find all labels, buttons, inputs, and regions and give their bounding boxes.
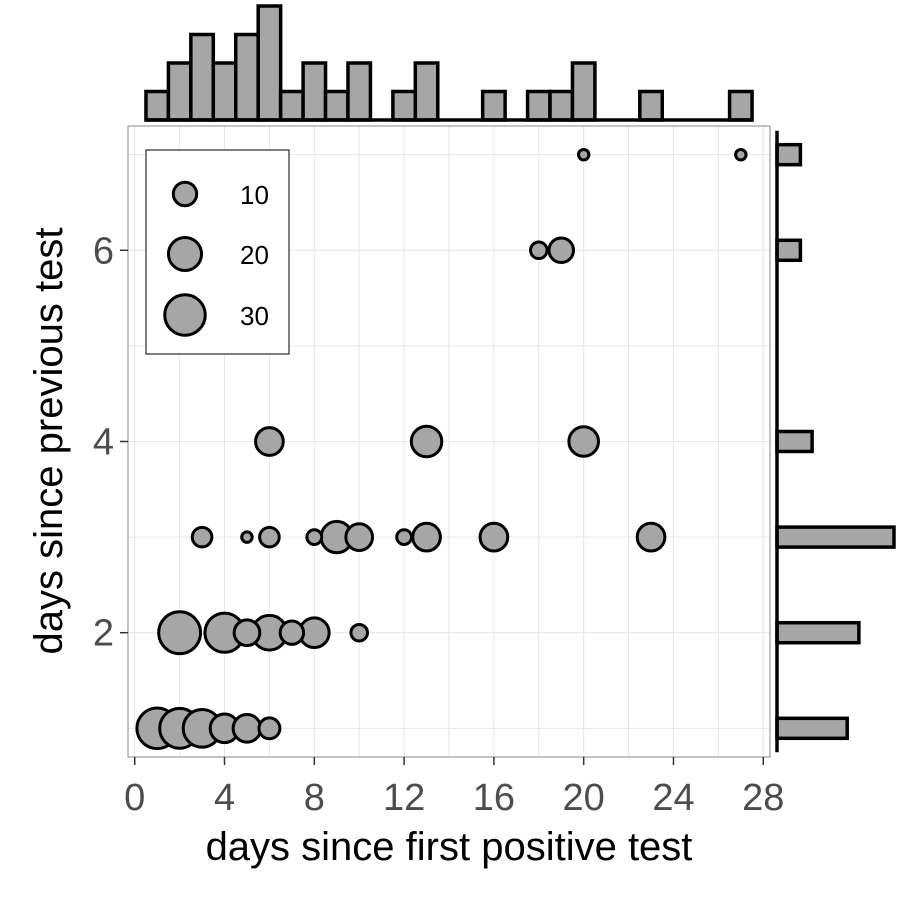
right-histogram-bar bbox=[775, 525, 896, 549]
bubble-point bbox=[157, 610, 203, 656]
right-histogram-bar bbox=[775, 429, 814, 454]
bubble-point bbox=[734, 147, 748, 162]
y-tick-label: 6 bbox=[93, 230, 114, 272]
bubble-point bbox=[305, 528, 324, 547]
x-tick-label: 28 bbox=[742, 777, 784, 819]
top-histogram-bar bbox=[548, 89, 575, 122]
top-histogram-bar bbox=[189, 32, 216, 122]
legend-key-bubble bbox=[163, 293, 207, 337]
top-histogram-bar bbox=[144, 89, 171, 122]
top-histogram-bar bbox=[211, 61, 238, 122]
bubble-point bbox=[190, 525, 214, 549]
bubble-point bbox=[411, 521, 442, 553]
grid-lines bbox=[128, 126, 770, 757]
bubble-point bbox=[547, 236, 576, 265]
y-tick-label: 4 bbox=[93, 422, 114, 464]
bubble-point bbox=[567, 425, 600, 458]
right-marginal-histogram bbox=[775, 130, 896, 753]
bubble-point bbox=[478, 521, 510, 553]
x-tick-label: 16 bbox=[473, 777, 515, 819]
x-tick-label: 20 bbox=[563, 777, 605, 819]
top-histogram-bar bbox=[638, 89, 665, 122]
top-histogram-bar bbox=[166, 61, 193, 122]
bubble-point bbox=[258, 525, 281, 549]
bubble-point bbox=[344, 522, 375, 552]
bubble-point bbox=[278, 619, 306, 646]
bubble-point bbox=[395, 528, 414, 547]
y-axis-title: days since previous test bbox=[27, 228, 71, 655]
top-histogram-bar bbox=[346, 61, 373, 122]
top-histogram-bar bbox=[391, 89, 418, 122]
bubble-point bbox=[576, 147, 591, 162]
right-histogram-bar bbox=[775, 716, 849, 741]
right-histogram-bar bbox=[775, 238, 803, 263]
top-histogram-bar bbox=[727, 89, 754, 122]
top-histogram-bar bbox=[256, 4, 283, 122]
bubble-point bbox=[635, 521, 667, 553]
right-histogram-bar bbox=[775, 142, 803, 167]
x-tick-label: 24 bbox=[652, 777, 694, 819]
top-histogram-bar bbox=[413, 61, 440, 122]
bubble-point bbox=[409, 424, 444, 459]
bubble-series bbox=[135, 147, 748, 751]
bubble-point bbox=[240, 530, 254, 544]
top-histogram-bar bbox=[233, 32, 260, 122]
top-histogram-bar bbox=[570, 61, 597, 122]
y-tick-label: 2 bbox=[93, 613, 114, 655]
top-histogram-bar bbox=[301, 61, 328, 122]
x-tick-label: 8 bbox=[304, 777, 325, 819]
x-tick-label: 4 bbox=[214, 777, 235, 819]
x-axis-title: days since first positive test bbox=[206, 825, 693, 869]
bubble-point bbox=[231, 712, 263, 744]
size-legend: 10 20 30 bbox=[145, 149, 290, 355]
bubble-point bbox=[257, 716, 282, 741]
x-tick-label: 12 bbox=[383, 777, 425, 819]
legend-label: 10 bbox=[240, 180, 269, 210]
bubble-point bbox=[349, 622, 369, 643]
top-histogram-bar bbox=[278, 89, 305, 122]
bubble-point bbox=[232, 618, 262, 648]
bubble-point bbox=[529, 240, 549, 261]
bubble-point bbox=[254, 426, 285, 457]
top-marginal-histogram bbox=[144, 4, 754, 122]
top-histogram-bar bbox=[323, 89, 350, 122]
top-histogram-bar bbox=[525, 89, 552, 122]
x-axis: 0 4 8 12 16 20 24 28 bbox=[124, 757, 784, 819]
x-tick-label: 0 bbox=[124, 777, 145, 819]
y-axis: 2 4 6 bbox=[93, 230, 128, 655]
right-histogram-bar bbox=[775, 620, 861, 645]
top-histogram-bar bbox=[480, 89, 507, 122]
legend-label: 30 bbox=[240, 301, 269, 331]
legend-key-bubble bbox=[171, 180, 199, 208]
legend-key-bubble bbox=[166, 235, 204, 273]
legend-label: 20 bbox=[240, 240, 269, 270]
